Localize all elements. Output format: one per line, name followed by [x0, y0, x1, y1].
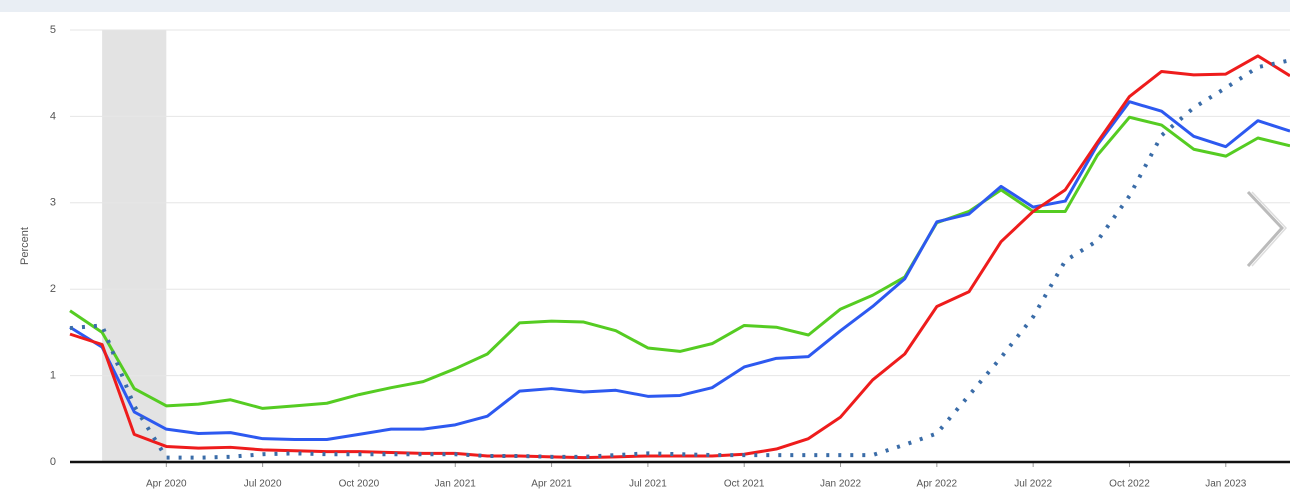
x-tick-label: Jul 2022	[1014, 479, 1052, 490]
y-tick-label: 3	[50, 197, 56, 209]
x-tick-label: Apr 2021	[531, 479, 572, 490]
plot-area: 0 1 2 3 4 5 Apr 2020 Jul 2020 Oct 2020 Jan 2021 Ap…	[50, 24, 1290, 490]
y-tick-label: 5	[50, 24, 56, 36]
y-tick-label: 4	[50, 110, 56, 122]
x-tick-label: Oct 2020	[339, 479, 380, 490]
header-space	[0, 12, 1290, 30]
top-band	[0, 0, 1290, 12]
y-tick-label: 2	[50, 283, 56, 295]
x-tick-label: Jul 2020	[244, 479, 282, 490]
series-line	[69, 115, 1290, 410]
x-tick-label: Jan 2021	[435, 479, 477, 490]
y-axis-label: Percent	[19, 227, 31, 265]
x-tick-label: Jan 2022	[820, 479, 862, 490]
series-line	[69, 100, 1290, 442]
series-line	[69, 54, 1290, 460]
recession-band	[102, 30, 167, 462]
x-tick-label: Oct 2021	[724, 479, 765, 490]
y-tick-label: 1	[50, 370, 56, 382]
next-arrow-shadow	[1251, 191, 1288, 267]
next-arrow[interactable]	[1246, 190, 1285, 268]
y-tick-label: 0	[50, 456, 56, 468]
series-line	[69, 58, 1290, 460]
x-tick-label: Jan 2023	[1205, 479, 1247, 490]
x-tick-label: Jul 2021	[629, 479, 667, 490]
x-tick-label: Apr 2022	[917, 479, 958, 490]
x-tick-label: Apr 2020	[146, 479, 187, 490]
x-tick-label: Oct 2022	[1109, 479, 1150, 490]
